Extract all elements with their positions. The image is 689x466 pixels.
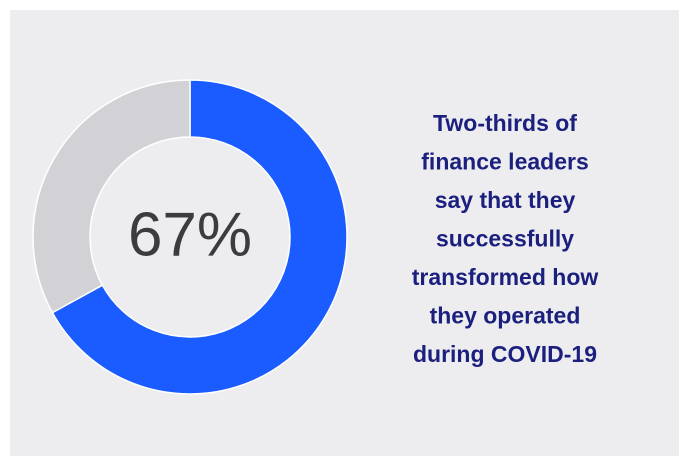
annotation-line: they operated [430,303,581,329]
annotation-line: transformed how [412,264,599,290]
donut-segment [51,79,348,395]
donut-segment [32,79,191,314]
annotation-line: during COVID-19 [413,341,597,367]
annotation-line: say that they [435,187,576,213]
annotation-line: successfully [436,226,574,252]
center-label: 67% [128,200,252,269]
annotation-line: finance leaders [421,149,588,175]
annotation-line: Two-thirds of [433,110,577,136]
